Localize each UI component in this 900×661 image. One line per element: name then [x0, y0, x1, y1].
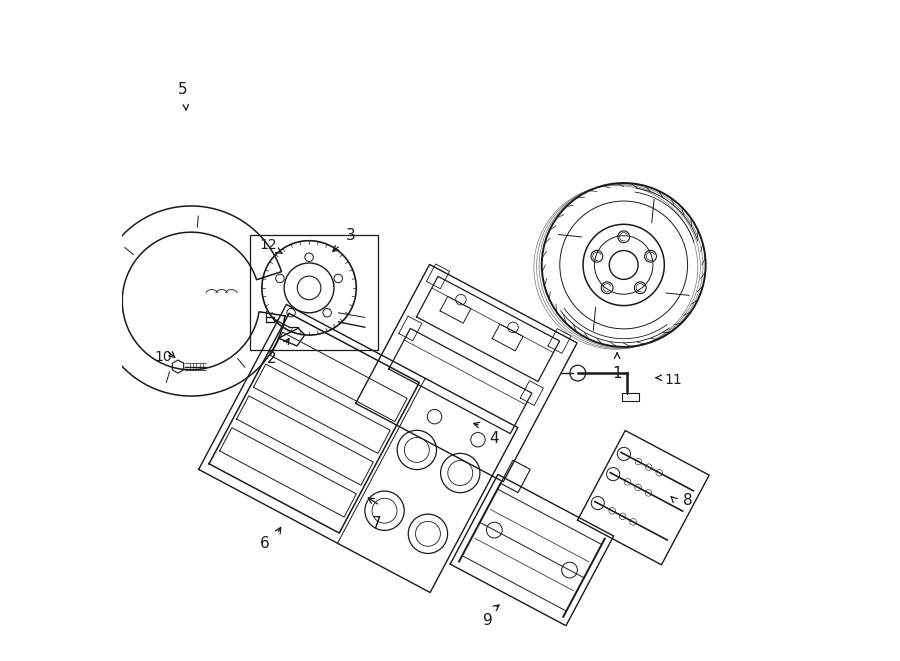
Text: 6: 6 [260, 536, 270, 551]
Bar [250, 235, 378, 350]
Text: 2: 2 [267, 350, 276, 366]
Text: 9: 9 [483, 613, 493, 628]
Text: 3: 3 [346, 228, 356, 243]
Text: 11: 11 [664, 373, 681, 387]
Text: 4: 4 [489, 431, 499, 446]
Text: 12: 12 [259, 239, 276, 253]
Text: 1: 1 [612, 366, 622, 381]
Text: 5: 5 [178, 82, 187, 97]
Bar [623, 393, 639, 401]
Text: 8: 8 [683, 493, 693, 508]
Text: 10: 10 [154, 350, 172, 364]
Text: 7: 7 [372, 516, 382, 531]
